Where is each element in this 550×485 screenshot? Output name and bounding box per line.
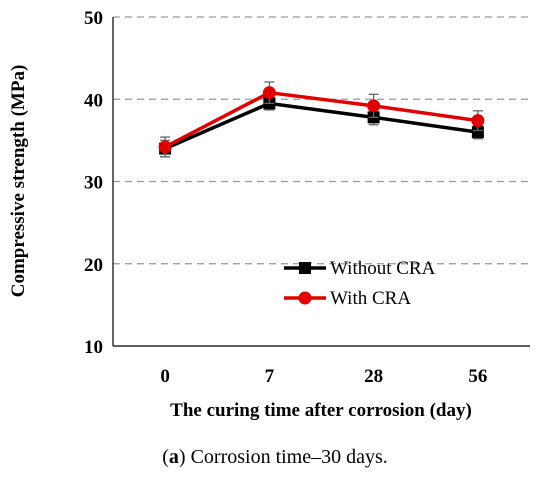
data-point — [367, 99, 381, 113]
series-line — [164, 90, 479, 149]
series-0 — [159, 96, 484, 158]
caption-letter: a — [168, 446, 179, 468]
caption-text: Corrosion time–30 days. — [185, 446, 388, 468]
x-tick-labels: 0 7 28 56 — [160, 366, 487, 387]
x-tick-label: 0 — [160, 366, 170, 387]
legend-label: Without CRA — [330, 258, 436, 279]
series-1 — [158, 81, 485, 158]
data-point — [262, 86, 276, 100]
chart: 10 20 30 40 50 0 7 28 56 Compressive strength (… — [8, 8, 530, 421]
figure-caption: (a) Corrosion time–30 days. — [162, 446, 388, 468]
x-tick-label: 56 — [468, 366, 487, 387]
x-axis-label: The curing time after corrosion (day) — [170, 400, 472, 421]
legend: Without CRA With CRA — [284, 258, 436, 309]
data-point — [158, 140, 172, 154]
series-layer — [158, 81, 485, 158]
y-tick-labels: 10 20 30 40 50 — [84, 8, 103, 358]
axes — [112, 17, 530, 347]
legend-swatch-marker — [299, 262, 311, 274]
y-tick-label: 50 — [84, 8, 103, 29]
y-axis-label: Compressive strength (MPa) — [8, 65, 29, 298]
x-tick-label: 7 — [265, 366, 275, 387]
legend-swatch-marker — [298, 291, 312, 305]
y-tick-label: 40 — [84, 90, 103, 111]
x-tick-label: 28 — [364, 366, 383, 387]
series-line — [164, 101, 479, 151]
y-tick-label: 20 — [84, 255, 103, 276]
legend-item: Without CRA — [284, 258, 436, 279]
data-point — [471, 126, 484, 139]
legend-label: With CRA — [330, 288, 411, 309]
y-tick-label: 10 — [84, 337, 103, 358]
y-tick-label: 30 — [84, 173, 103, 194]
data-point — [471, 114, 485, 128]
legend-item: With CRA — [284, 288, 411, 309]
